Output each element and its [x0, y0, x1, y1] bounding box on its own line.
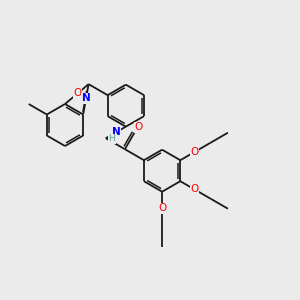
Text: O: O — [190, 184, 199, 194]
Text: O: O — [190, 147, 199, 157]
Text: O: O — [73, 88, 81, 98]
Text: H: H — [108, 134, 115, 143]
Text: N: N — [82, 94, 91, 103]
Text: O: O — [158, 203, 166, 213]
Text: O: O — [134, 122, 142, 132]
Text: N: N — [112, 127, 121, 137]
